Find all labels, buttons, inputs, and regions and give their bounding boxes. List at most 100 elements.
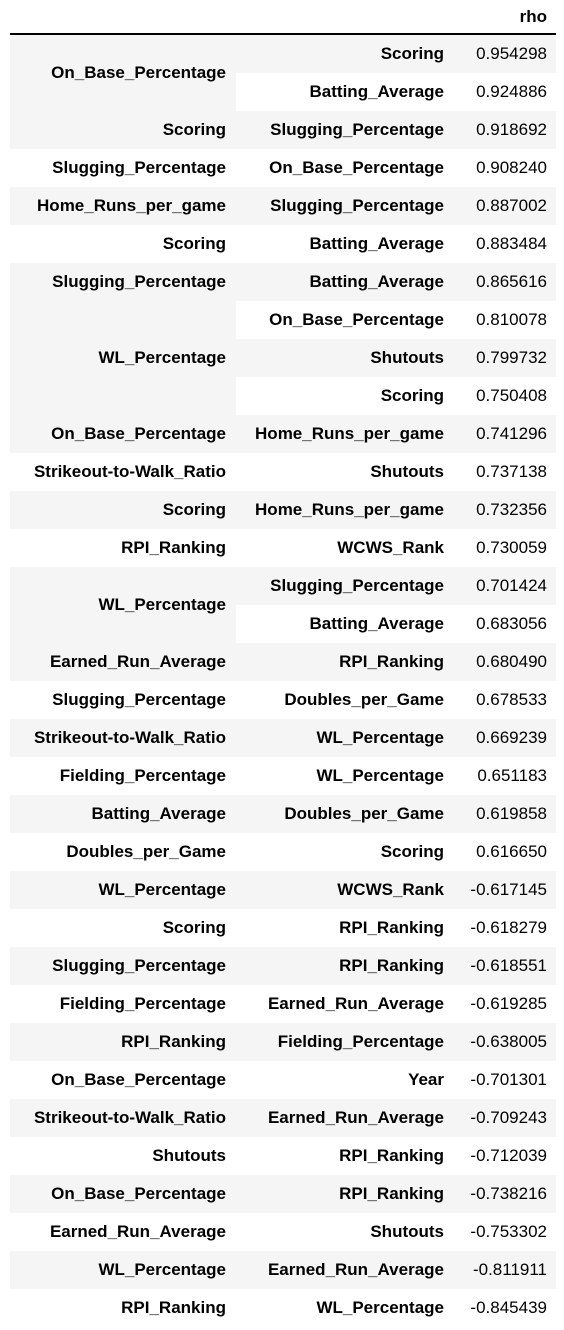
row-index-level0: Earned_Run_Average: [10, 1213, 236, 1251]
table-row: On_Base_Percentage Home_Runs_per_game 0.74…: [10, 415, 556, 453]
table-row: On_Base_Percentage Year -0.701301: [10, 1061, 556, 1099]
rho-value: 0.616650: [454, 833, 556, 871]
row-index-level1: WCWS_Rank: [236, 871, 454, 909]
row-index-level1: Batting_Average: [236, 73, 454, 111]
table-row: Scoring RPI_Ranking -0.618279: [10, 909, 556, 947]
row-index-level0: Batting_Average: [10, 795, 236, 833]
row-index-level1: Doubles_per_Game: [236, 681, 454, 719]
row-index-level0: Slugging_Percentage: [10, 681, 236, 719]
rho-value: 0.924886: [454, 73, 556, 111]
rho-value: -0.618551: [454, 947, 556, 985]
row-index-level0: Strikeout-to-Walk_Ratio: [10, 1099, 236, 1137]
table-row: Slugging_Percentage Doubles_per_Game 0.678…: [10, 681, 556, 719]
rho-value: -0.709243: [454, 1099, 556, 1137]
rho-value: -0.638005: [454, 1023, 556, 1061]
rho-value: 0.810078: [454, 301, 556, 339]
rho-value: 0.730059: [454, 529, 556, 567]
row-index-level0: Fielding_Percentage: [10, 985, 236, 1023]
row-index-level1: Scoring: [236, 34, 454, 73]
row-index-level0: Scoring: [10, 111, 236, 149]
table-row: Batting_Average Doubles_per_Game 0.619858: [10, 795, 556, 833]
row-index-level0: WL_Percentage: [10, 567, 236, 643]
row-index-level1: Shutouts: [236, 453, 454, 491]
table-row: Strikeout-to-Walk_Ratio Earned_Run_Averag…: [10, 1099, 556, 1137]
rho-value: 0.883484: [454, 225, 556, 263]
row-index-level1: RPI_Ranking: [236, 947, 454, 985]
row-index-level0: On_Base_Percentage: [10, 34, 236, 111]
row-index-level1: Batting_Average: [236, 225, 454, 263]
rho-value: 0.954298: [454, 34, 556, 73]
table-row: Scoring Batting_Average 0.883484: [10, 225, 556, 263]
row-index-level0: Slugging_Percentage: [10, 947, 236, 985]
row-index-level1: Slugging_Percentage: [236, 111, 454, 149]
rho-value: -0.701301: [454, 1061, 556, 1099]
rho-value: -0.738216: [454, 1175, 556, 1213]
rho-value: -0.811911: [454, 1251, 556, 1289]
table-row: WL_Percentage On_Base_Percentage 0.810078: [10, 301, 556, 415]
row-index-level1: Batting_Average: [236, 605, 454, 643]
table-row: WL_Percentage WCWS_Rank -0.617145: [10, 871, 556, 909]
row-index-level0: Fielding_Percentage: [10, 757, 236, 795]
row-index-level1: RPI_Ranking: [236, 1137, 454, 1175]
rho-value: 0.651183: [454, 757, 556, 795]
row-index-level1: WL_Percentage: [236, 757, 454, 795]
row-index-level0: Doubles_per_Game: [10, 833, 236, 871]
table-row: RPI_Ranking WL_Percentage -0.845439: [10, 1289, 556, 1327]
table-row: Strikeout-to-Walk_Ratio Shutouts 0.737138: [10, 453, 556, 491]
rho-value: 0.737138: [454, 453, 556, 491]
row-index-level1: Year: [236, 1061, 454, 1099]
rho-value: 0.750408: [454, 377, 556, 415]
row-index-level1: Slugging_Percentage: [236, 567, 454, 605]
rho-value: 0.669239: [454, 719, 556, 757]
rho-value: 0.701424: [454, 567, 556, 605]
row-index-level1: Slugging_Percentage: [236, 187, 454, 225]
table-row: Scoring Home_Runs_per_game 0.732356: [10, 491, 556, 529]
row-index-level1: Scoring: [236, 833, 454, 871]
row-index-level0: RPI_Ranking: [10, 1023, 236, 1061]
row-index-level0: Earned_Run_Average: [10, 643, 236, 681]
table-row: Slugging_Percentage Batting_Average 0.8656…: [10, 263, 556, 301]
table-row: Earned_Run_Average RPI_Ranking 0.680490: [10, 643, 556, 681]
rho-value: 0.619858: [454, 795, 556, 833]
correlation-table: rho On_Base_Percentage Scoring 0.954298 Bat…: [10, 0, 556, 1327]
rho-value: -0.617145: [454, 871, 556, 909]
table-row: RPI_Ranking Fielding_Percentage -0.638005: [10, 1023, 556, 1061]
row-index-level0: RPI_Ranking: [10, 1289, 236, 1327]
table-row: Strikeout-to-Walk_Ratio WL_Percentage 0.66…: [10, 719, 556, 757]
table-row: RPI_Ranking WCWS_Rank 0.730059: [10, 529, 556, 567]
row-index-level1: Earned_Run_Average: [236, 1099, 454, 1137]
rho-value: 0.741296: [454, 415, 556, 453]
table-row: Fielding_Percentage Earned_Run_Average -0.…: [10, 985, 556, 1023]
header-row: rho: [10, 0, 556, 35]
table-row: Batting_Average 0.683056: [10, 605, 556, 643]
row-index-level0: Scoring: [10, 491, 236, 529]
rho-value: 0.865616: [454, 263, 556, 301]
row-index-level1: On_Base_Percentage: [236, 301, 454, 339]
row-index-level1: RPI_Ranking: [236, 909, 454, 947]
table-row: Fielding_Percentage WL_Percentage 0.651183: [10, 757, 556, 795]
row-index-level0: On_Base_Percentage: [10, 1061, 236, 1099]
table-row: Batting_Average 0.924886: [10, 73, 556, 111]
row-index-level0: Scoring: [10, 225, 236, 263]
rho-value: 0.680490: [454, 643, 556, 681]
row-index-level1: RPI_Ranking: [236, 643, 454, 681]
row-index-level1: WL_Percentage: [236, 1289, 454, 1327]
table-row: Shutouts RPI_Ranking -0.712039: [10, 1137, 556, 1175]
row-index-level0: Strikeout-to-Walk_Ratio: [10, 719, 236, 757]
row-index-level1: Home_Runs_per_game: [236, 491, 454, 529]
rho-value: 0.732356: [454, 491, 556, 529]
row-index-level1: Home_Runs_per_game: [236, 415, 454, 453]
table-row: WL_Percentage Slugging_Percentage 0.701424: [10, 567, 556, 643]
table-header: rho: [10, 0, 556, 35]
rho-value: 0.799732: [454, 339, 556, 377]
table-row: Shutouts 0.799732: [10, 339, 556, 377]
table-row: Slugging_Percentage RPI_Ranking -0.618551: [10, 947, 556, 985]
table-row: WL_Percentage Earned_Run_Average -0.811911: [10, 1251, 556, 1289]
row-index-level0: Scoring: [10, 909, 236, 947]
rho-value: 0.683056: [454, 605, 556, 643]
table-row: Scoring 0.750408: [10, 377, 556, 415]
rho-value: -0.845439: [454, 1289, 556, 1327]
rho-value: -0.753302: [454, 1213, 556, 1251]
table-row: Slugging_Percentage On_Base_Percentage 0.9…: [10, 149, 556, 187]
